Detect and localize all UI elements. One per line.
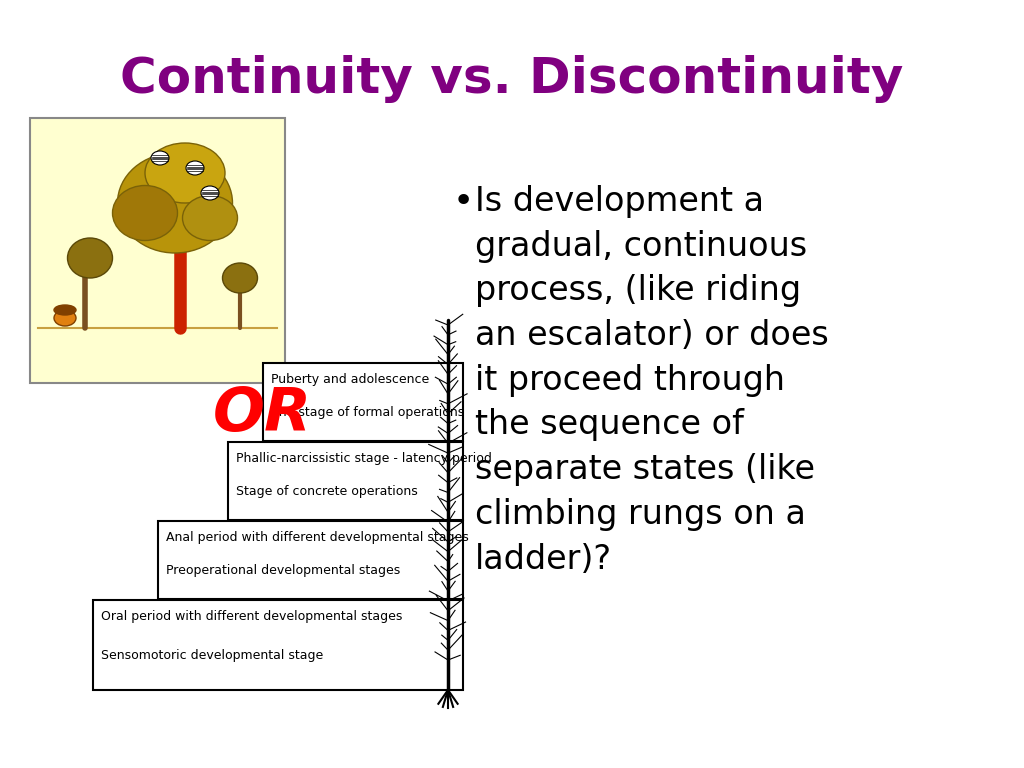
Text: Anal period with different developmental stages: Anal period with different developmental… [166,531,469,544]
Ellipse shape [151,151,169,165]
Ellipse shape [182,196,238,240]
Bar [158,521,463,599]
Ellipse shape [54,305,76,315]
Text: Puberty and adolescence: Puberty and adolescence [271,373,429,386]
Text: The stage of formal operations: The stage of formal operations [271,406,464,419]
Ellipse shape [54,310,76,326]
Text: Is development a
gradual, continuous
process, (like riding
an escalator) or does: Is development a gradual, continuous pro… [475,185,828,575]
Bar [93,600,463,690]
Text: Stage of concrete operations: Stage of concrete operations [236,485,418,498]
Ellipse shape [118,153,232,253]
Bar [228,442,463,520]
Ellipse shape [222,263,257,293]
Ellipse shape [145,143,225,203]
Ellipse shape [186,161,204,175]
Text: Preoperational developmental stages: Preoperational developmental stages [166,564,400,577]
Text: Continuity vs. Discontinuity: Continuity vs. Discontinuity [120,55,904,103]
Bar [263,363,463,441]
Text: •: • [453,185,474,219]
Bar [30,118,285,383]
Text: Phallic-narcissistic stage - latency period: Phallic-narcissistic stage - latency per… [236,452,492,465]
Ellipse shape [113,186,177,240]
Ellipse shape [68,238,113,278]
Text: Sensomotoric developmental stage: Sensomotoric developmental stage [101,649,324,662]
Text: OR: OR [213,386,312,445]
Ellipse shape [201,186,219,200]
Text: Oral period with different developmental stages: Oral period with different developmental… [101,610,402,623]
